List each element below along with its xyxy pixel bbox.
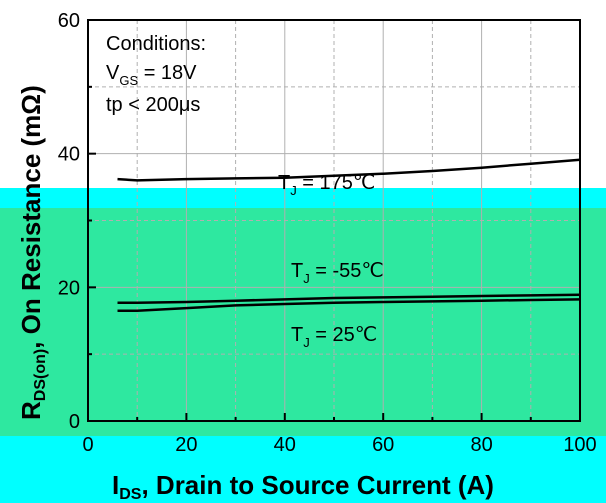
conditions-vgs: VGS = 18V bbox=[106, 62, 197, 88]
y-tick-label: 40 bbox=[58, 144, 80, 166]
x-tick-label: 80 bbox=[470, 434, 492, 456]
x-tick-label: 40 bbox=[274, 434, 296, 456]
series-line-2 bbox=[117, 298, 581, 312]
y-tick-label: 0 bbox=[69, 411, 80, 433]
background-band-green bbox=[0, 188, 606, 436]
y-tick-label: 60 bbox=[58, 10, 80, 32]
conditions-title: Conditions: bbox=[106, 33, 206, 55]
series-layer bbox=[117, 158, 581, 312]
x-axis-label: IDS, Drain to Source Current (A) bbox=[112, 470, 494, 503]
series-label-25: TJ = 25℃ bbox=[291, 324, 377, 350]
x-tick-label: 100 bbox=[563, 434, 596, 456]
y-axis-label: RDS(on), On Resistance (mΩ) bbox=[16, 85, 49, 420]
x-tick-label: 0 bbox=[82, 434, 93, 456]
background-band-cyan-bottom bbox=[0, 436, 606, 503]
conditions-annotation: Conditions: VGS = 18V tp < 200μs bbox=[106, 33, 206, 116]
conditions-tp: tp < 200μs bbox=[106, 94, 200, 116]
y-tick-label: 20 bbox=[58, 277, 80, 299]
series-label-minus55: TJ = -55℃ bbox=[291, 260, 384, 286]
series-label-175: TJ = 175℃ bbox=[278, 172, 375, 198]
grid-layer bbox=[88, 20, 580, 421]
x-tick-label: 60 bbox=[372, 434, 394, 456]
series-line-0 bbox=[117, 158, 581, 182]
series-line-1 bbox=[117, 293, 581, 304]
ticks-layer: 0 20 40 60 80 100 0 20 40 60 bbox=[58, 10, 597, 456]
x-tick-label: 20 bbox=[175, 434, 197, 456]
background-band-cyan bbox=[0, 188, 606, 208]
